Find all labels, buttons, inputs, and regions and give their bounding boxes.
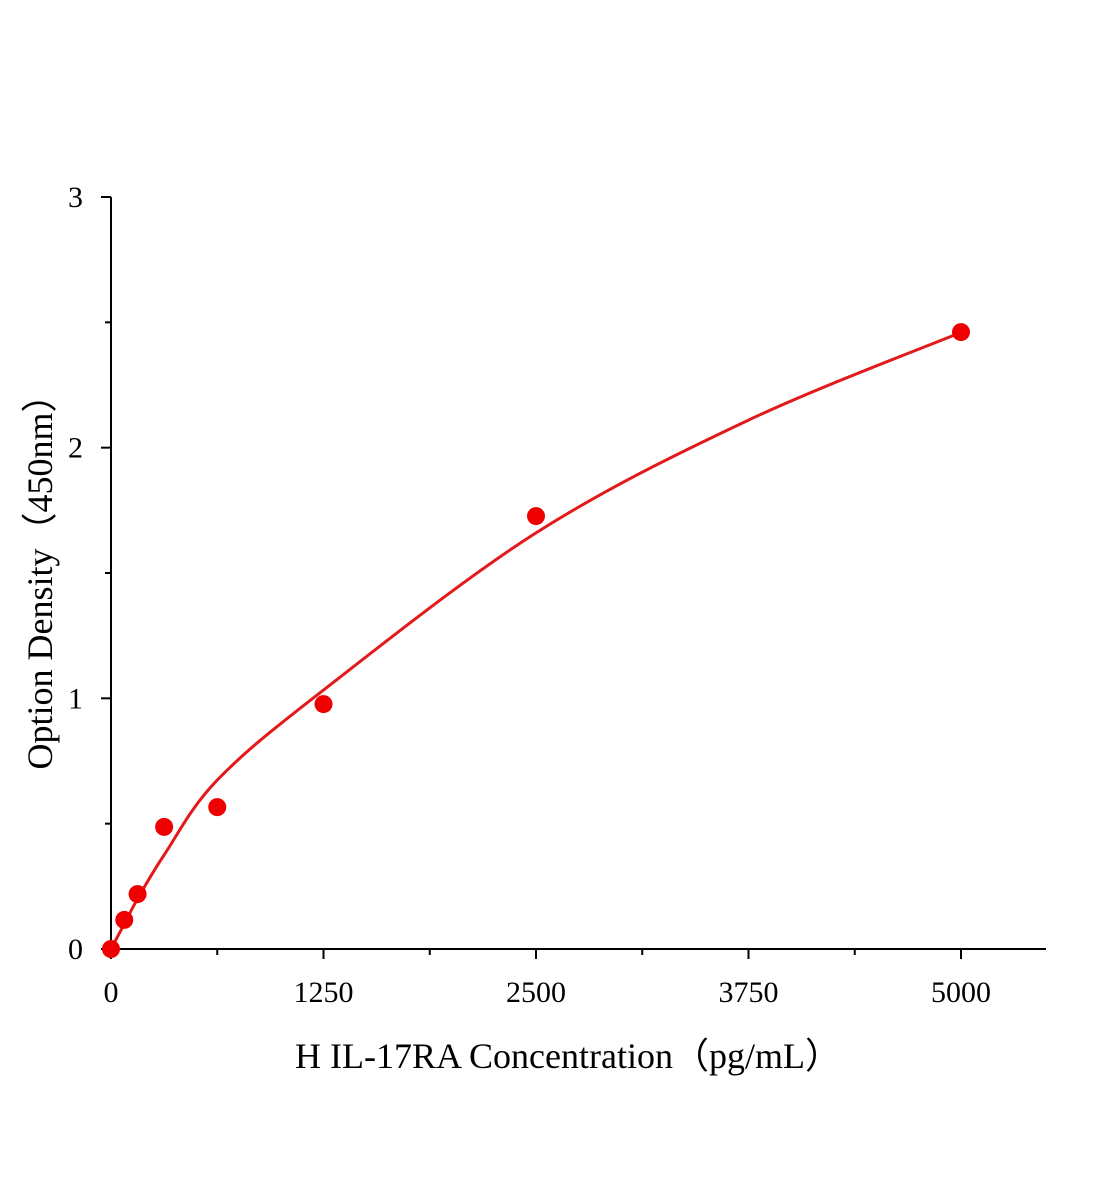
x-axis-label: H IL-17RA Concentration（pg/mL） xyxy=(295,1036,841,1076)
x-tick-label: 1250 xyxy=(294,976,354,1009)
data-point xyxy=(314,695,333,714)
x-tick-label: 2500 xyxy=(506,976,566,1009)
y-axis-label: Option Density（450nm） xyxy=(20,377,60,770)
x-tick-label: 0 xyxy=(104,976,119,1009)
fit-curve xyxy=(109,330,962,950)
data-point xyxy=(128,885,147,904)
x-tick-label: 3750 xyxy=(719,976,779,1009)
data-point xyxy=(102,940,120,958)
y-tick-label: 0 xyxy=(68,933,83,966)
axes: 0 1250 2500 3750 5000 0 1 2 3 xyxy=(68,181,1046,1009)
y-tick-label: 2 xyxy=(68,432,83,465)
x-tick-label: 5000 xyxy=(931,976,991,1009)
data-point xyxy=(527,507,545,526)
data-point xyxy=(208,798,227,817)
y-tick-label: 1 xyxy=(68,682,83,715)
data-point xyxy=(155,817,174,836)
data-points xyxy=(102,323,970,958)
data-point xyxy=(115,910,134,929)
data-point xyxy=(952,323,970,342)
y-tick-label: 3 xyxy=(68,181,83,214)
